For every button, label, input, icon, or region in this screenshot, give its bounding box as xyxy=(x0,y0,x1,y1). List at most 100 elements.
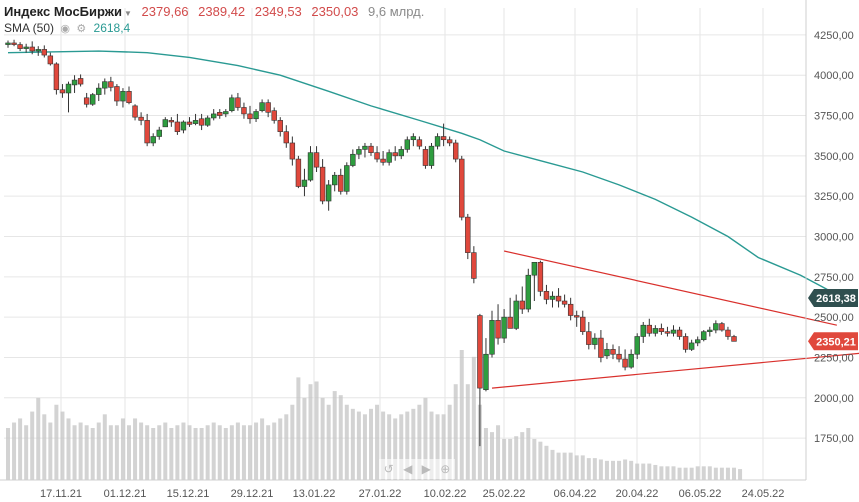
volume-bar xyxy=(514,436,519,480)
volume-bar xyxy=(393,418,398,480)
volume-bar xyxy=(465,384,470,480)
close-price-badge: 2350,21 xyxy=(808,332,858,351)
candle xyxy=(217,109,223,119)
scroll-left-icon[interactable]: ◀ xyxy=(403,462,413,476)
scroll-right-icon[interactable]: ▶ xyxy=(421,462,431,476)
candle xyxy=(670,325,677,337)
candle-body xyxy=(331,174,338,186)
candle xyxy=(604,342,610,360)
volume-bar xyxy=(272,422,277,480)
candle-body xyxy=(313,152,320,168)
candle-body xyxy=(592,337,598,345)
candle xyxy=(428,142,435,169)
volume-bar xyxy=(169,428,174,480)
candle-body xyxy=(646,324,653,334)
candle xyxy=(561,294,568,308)
candle xyxy=(380,151,386,166)
candle xyxy=(707,326,713,337)
candle-body xyxy=(211,113,217,119)
candle-body xyxy=(694,339,701,344)
candle-body xyxy=(120,91,126,102)
zoom-icon[interactable]: ⊕ xyxy=(440,462,451,476)
volume-bar xyxy=(54,404,59,480)
candle xyxy=(120,88,126,108)
volume-bar xyxy=(12,422,17,480)
candle xyxy=(652,325,659,337)
candle-body xyxy=(350,153,356,166)
volume-bar xyxy=(629,460,634,480)
volume-bar xyxy=(417,404,422,480)
reset-icon[interactable]: ↺ xyxy=(383,462,394,476)
candle xyxy=(404,136,410,153)
candle xyxy=(198,113,205,131)
candle xyxy=(259,99,265,113)
candle xyxy=(162,117,168,128)
volume-bar xyxy=(302,397,307,480)
chevron-down-icon[interactable]: ▼ xyxy=(124,9,132,18)
candle-body xyxy=(277,120,283,132)
candle xyxy=(688,339,695,352)
candle-body xyxy=(307,152,314,181)
candle xyxy=(253,109,259,122)
candle xyxy=(422,146,429,169)
candle xyxy=(513,294,519,331)
volume-bar xyxy=(532,438,537,480)
candle-body xyxy=(229,97,235,112)
volume-bar xyxy=(447,404,452,480)
candle xyxy=(223,109,229,118)
volume-bar xyxy=(441,414,446,480)
candle-body xyxy=(138,116,144,121)
x-tick-label: 20.04.22 xyxy=(616,488,659,500)
y-tick-label: 2500,00 xyxy=(814,312,854,324)
candle-body xyxy=(53,63,60,91)
volume-bar xyxy=(235,422,240,480)
candle xyxy=(180,120,187,134)
volume-bar xyxy=(30,411,35,480)
volume-bar xyxy=(671,466,676,480)
volume-bar xyxy=(707,466,712,480)
candle xyxy=(646,318,653,337)
x-tick-label: 06.05.22 xyxy=(679,488,722,500)
candle-body xyxy=(114,86,120,102)
x-tick-label: 25.02.22 xyxy=(483,488,526,500)
candle-body xyxy=(531,262,538,276)
candle-body xyxy=(465,216,471,253)
candle xyxy=(138,112,144,126)
candle-body xyxy=(174,121,181,132)
candle-body xyxy=(549,295,556,300)
volume-bar xyxy=(6,428,10,480)
volume-bar xyxy=(199,428,204,480)
candle xyxy=(235,92,241,111)
volume-bar xyxy=(350,408,355,480)
candle-body xyxy=(477,315,483,389)
candle xyxy=(507,297,513,329)
candle-body xyxy=(11,42,17,45)
candle-body xyxy=(586,331,592,345)
candle-body xyxy=(319,166,326,202)
volume-bar xyxy=(84,425,89,480)
candle xyxy=(471,246,477,284)
candle xyxy=(368,142,374,156)
eye-icon[interactable]: ◉ xyxy=(60,23,70,35)
chart-toolbar: ↺ ◀ ▶ ⊕ xyxy=(379,459,455,479)
candle-body xyxy=(259,102,265,112)
sma-line xyxy=(7,50,844,299)
candle xyxy=(11,39,17,47)
candle-body xyxy=(23,46,29,49)
volume-bar xyxy=(496,425,501,480)
candle xyxy=(41,45,48,58)
volume-bar xyxy=(562,452,567,480)
candle xyxy=(65,81,72,113)
candle xyxy=(640,321,646,343)
candle xyxy=(543,284,550,305)
y-tick-label: 2250,00 xyxy=(814,352,854,364)
volume-bar xyxy=(157,425,162,480)
candle-body xyxy=(483,353,489,391)
volume-bar xyxy=(344,404,349,480)
gear-icon[interactable]: ⚙ xyxy=(76,23,87,35)
close-price-badge-label: 2350,21 xyxy=(816,336,856,348)
trend-lines xyxy=(491,250,859,389)
volume-bar xyxy=(544,445,549,480)
candle-body xyxy=(241,107,247,115)
